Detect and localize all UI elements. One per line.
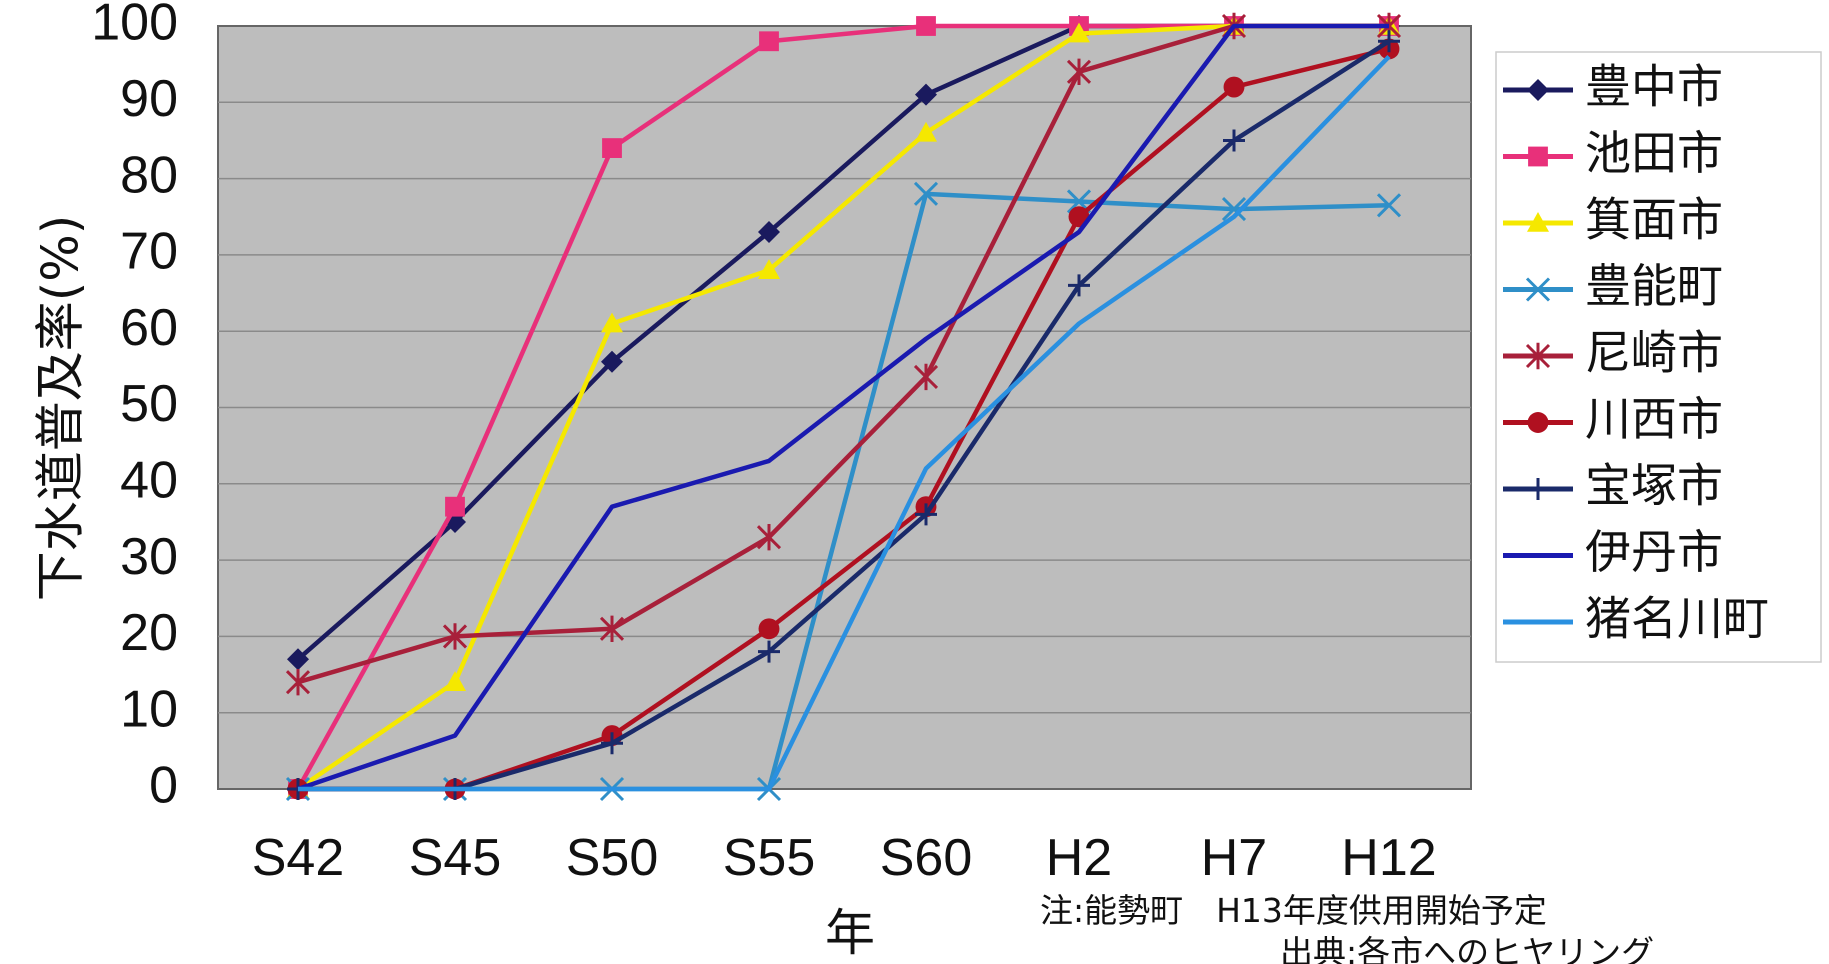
data-point <box>602 138 622 158</box>
data-point <box>915 83 937 106</box>
legend-label: 伊丹市 <box>1585 525 1723 579</box>
y-tick-label: 50 <box>120 375 178 433</box>
data-point <box>1378 30 1400 53</box>
legend-label: 尼崎市 <box>1585 326 1723 380</box>
y-tick-label: 100 <box>91 0 178 52</box>
data-point <box>1525 342 1551 370</box>
series-9 <box>298 54 1391 792</box>
legend-item: 尼崎市 <box>1503 326 1723 380</box>
y-axis-ticks: 0 10 20 30 40 50 60 70 80 90 100 <box>91 0 178 815</box>
x-axis-title: 年 <box>825 904 875 962</box>
source-annotation: 出典:各市へのヒヤリング <box>1280 933 1654 964</box>
legend-label: 川西市 <box>1585 392 1723 446</box>
series-line <box>297 23 1389 685</box>
legend-label: 豊能町 <box>1585 259 1723 313</box>
legend-item: 川西市 <box>1503 392 1723 446</box>
x-axis-ticks: S42 S45 S50 S55 S60 H2 H7 H12 <box>252 829 1437 887</box>
x-tick-label: S60 <box>880 829 973 887</box>
data-point <box>1528 146 1548 167</box>
x-tick-label: S45 <box>409 829 502 887</box>
data-point <box>759 31 779 52</box>
data-point <box>1527 212 1549 232</box>
data-point <box>1527 79 1549 101</box>
legend-label: 豊中市 <box>1585 60 1723 114</box>
series-line <box>298 54 1391 792</box>
x-tick-label: H2 <box>1046 829 1112 887</box>
series-line <box>297 23 1389 792</box>
data-point <box>445 496 465 517</box>
y-axis-title: 下水道普及率(%) <box>32 215 90 602</box>
legend-label: 池田市 <box>1585 126 1723 180</box>
series-line <box>298 39 1391 792</box>
data-point <box>287 648 309 671</box>
legend-label: 宝塚市 <box>1585 459 1723 513</box>
legend-item: 猪名川町 <box>1503 592 1769 646</box>
data-point <box>1223 129 1245 152</box>
data-point <box>285 668 311 696</box>
data-point <box>1066 58 1092 85</box>
series-7 <box>287 30 1400 800</box>
legend-label: 猪名川町 <box>1585 592 1769 646</box>
data-point <box>915 503 937 526</box>
series-line <box>296 23 1389 791</box>
data-point <box>1527 412 1549 433</box>
legend-item: 池田市 <box>1503 126 1723 180</box>
data-point <box>442 623 468 650</box>
y-tick-label: 60 <box>120 299 178 357</box>
legend-item: 宝塚市 <box>1503 459 1723 513</box>
data-point <box>1068 274 1090 297</box>
data-point <box>913 181 939 206</box>
data-point <box>444 671 466 691</box>
y-tick-label: 90 <box>120 70 178 128</box>
data-point <box>1525 277 1551 302</box>
y-tick-label: 40 <box>120 452 178 510</box>
x-tick-label: S42 <box>252 829 345 887</box>
grid-lines <box>218 101 1471 714</box>
data-point <box>915 121 937 142</box>
y-tick-label: 70 <box>120 223 178 281</box>
y-tick-label: 20 <box>120 604 178 662</box>
x-tick-label: S50 <box>566 829 659 887</box>
y-tick-label: 30 <box>120 528 178 586</box>
x-tick-label: H7 <box>1201 829 1267 887</box>
data-point <box>756 524 782 551</box>
note-annotation: 注:能勢町 H13年度供用開始予定 <box>1040 891 1547 930</box>
data-point <box>1376 193 1402 218</box>
data-point <box>1068 22 1090 43</box>
legend-item: 豊中市 <box>1503 60 1723 114</box>
data-point <box>1527 478 1549 500</box>
series-8 <box>297 23 1389 792</box>
legend-item: 伊丹市 <box>1503 525 1723 579</box>
data-point <box>601 350 623 373</box>
x-tick-label: S55 <box>723 829 816 887</box>
data-point <box>599 615 625 642</box>
y-tick-label: 0 <box>149 757 178 815</box>
y-tick-label: 80 <box>120 146 178 204</box>
data-point <box>758 618 780 640</box>
data-point <box>1221 197 1247 222</box>
y-tick-label: 10 <box>120 680 178 738</box>
data-point <box>758 221 780 244</box>
x-tick-label: H12 <box>1341 829 1436 887</box>
legend-item: 箕面市 <box>1503 193 1723 247</box>
data-point <box>916 16 936 36</box>
series-group <box>285 12 1402 802</box>
legend-label: 箕面市 <box>1585 193 1723 247</box>
data-point <box>758 259 780 279</box>
legend-item: 豊能町 <box>1503 259 1723 313</box>
data-point <box>1223 76 1245 98</box>
data-point <box>913 363 939 391</box>
data-point <box>601 312 623 333</box>
data-point <box>601 732 623 755</box>
data-point <box>758 640 780 663</box>
